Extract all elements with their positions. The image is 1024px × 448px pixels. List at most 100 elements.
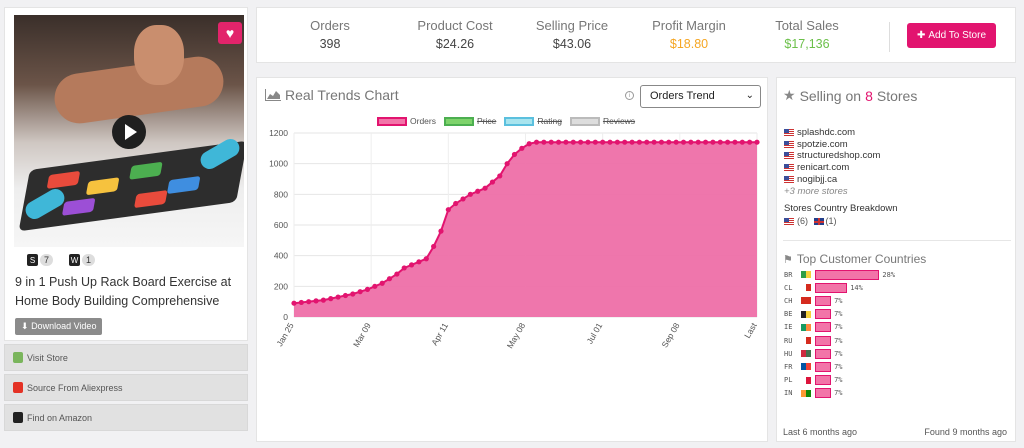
side-button-find-on-amazon[interactable]: Find on Amazon (4, 404, 248, 431)
woocommerce-badge: W 1 (69, 254, 96, 266)
play-video-icon[interactable] (112, 115, 146, 149)
orders-point (357, 289, 363, 295)
orders-point (717, 139, 723, 145)
us-flag-icon (784, 164, 794, 172)
country-row-cl: CL 14% (784, 282, 863, 293)
orders-point (555, 139, 562, 145)
orders-point (592, 139, 598, 145)
orders-trend-chart: 0 200 400 600 800 1000 1200 Jan 25 Mar 09 Apr 11 M… (269, 128, 760, 350)
plus-icon: ✚ (916, 30, 926, 41)
orders-point (511, 151, 518, 158)
stat-total-sales: Total Sales $17,136 (775, 18, 839, 51)
stores-title: ★ Selling on 8 Stores (783, 87, 918, 104)
store-link[interactable]: renicart.com (784, 162, 880, 174)
info-icon[interactable]: i (625, 91, 634, 100)
product-video-thumbnail[interactable]: ♥ (14, 15, 244, 247)
store-list: splashdc.com spotzie.com structuredshop.co… (784, 127, 880, 197)
country-bar (815, 388, 832, 399)
orders-point (541, 139, 547, 145)
amazon-icon (13, 412, 23, 423)
country-flag-icon (801, 337, 811, 345)
orders-point (680, 139, 687, 145)
product-card: ♥ S 7 W 1 9 in 1 Push Up Rack Board Exer… (4, 7, 248, 341)
country-flag-icon (801, 310, 811, 318)
area-chart-icon (265, 89, 281, 101)
orders-point (423, 256, 429, 262)
x-tick-label: Jul 01 (584, 321, 604, 346)
orders-point (460, 196, 466, 202)
orders-point (754, 139, 760, 145)
us-flag-icon (784, 175, 794, 183)
legend-item-orders[interactable]: Orders (377, 116, 436, 126)
country-row-be: BE 7% (784, 309, 843, 320)
country-row-ru: RU 7% (784, 335, 843, 346)
trend-select[interactable]: Orders Trend ⌄ (640, 85, 761, 108)
stores-divider (783, 240, 1011, 241)
orders-point (497, 173, 503, 179)
legend-item-rating[interactable]: Rating (504, 116, 562, 126)
country-bar (815, 269, 880, 280)
country-bar (815, 282, 848, 293)
y-tick-label: 0 (283, 312, 288, 322)
y-tick-label: 400 (274, 251, 288, 261)
trends-title: Real Trends Chart (265, 87, 399, 103)
country-flag-icon (801, 297, 811, 305)
orders-line (293, 141, 757, 305)
product-title: 9 in 1 Push Up Rack Board Exercise at Ho… (15, 275, 232, 308)
orders-point (394, 271, 400, 277)
store-link[interactable]: splashdc.com (784, 127, 880, 139)
orders-point (482, 185, 488, 191)
x-tick-label: May 08 (505, 321, 528, 350)
chart-legend: Orders Price Rating Reviews (377, 116, 635, 126)
country-row-pl: PL 7% (784, 375, 843, 386)
orders-point (622, 139, 628, 145)
country-row-fr: FR 7% (784, 361, 843, 372)
orders-point (306, 299, 312, 305)
side-button-source-from-aliexpress[interactable]: Source From Aliexpress (4, 374, 248, 401)
country-breakdown-title: Stores Country Breakdown (784, 203, 898, 214)
woocommerce-icon: W (69, 254, 81, 266)
orders-point (533, 139, 540, 145)
orders-point (739, 139, 745, 145)
orders-point (636, 139, 643, 145)
orders-point (504, 161, 510, 167)
store-link[interactable]: spotzie.com (784, 139, 880, 151)
orders-point (747, 139, 753, 145)
stats-divider (889, 22, 890, 52)
store-link[interactable]: nogibjj.ca (784, 174, 880, 186)
trends-panel: Real Trends Chart i Orders Trend ⌄ Order… (256, 77, 768, 442)
orders-point (526, 141, 532, 147)
add-to-store-button[interactable]: ✚ Add To Store (907, 23, 996, 48)
heart-icon[interactable]: ♥ (218, 22, 242, 44)
country-bar (815, 375, 832, 386)
orders-point (328, 296, 334, 302)
product-column: ♥ S 7 W 1 9 in 1 Push Up Rack Board Exer… (4, 7, 248, 431)
stat-selling-price: Selling Price $43.06 (535, 18, 609, 51)
orders-point (585, 139, 591, 145)
orders-point (702, 139, 709, 145)
orders-point (364, 286, 371, 292)
orders-point (431, 243, 437, 250)
side-button-visit-store[interactable]: Visit Store (4, 344, 248, 371)
more-stores-link[interactable]: +3 more stores (784, 185, 848, 197)
platform-badges: S 7 W 1 (27, 254, 96, 266)
orders-point (578, 139, 584, 145)
orders-point (453, 200, 459, 207)
country-bar (815, 348, 832, 359)
chevron-down-icon: ⌄ (745, 90, 754, 101)
stats-bar: Orders 398 Product Cost $24.26 Selling Price… (256, 7, 1016, 63)
orders-point (695, 139, 701, 145)
orders-point (548, 139, 554, 145)
country-row-ie: IE 7% (784, 322, 843, 333)
orders-area (294, 142, 757, 317)
orders-point (401, 265, 407, 271)
download-video-button[interactable]: ⬇ Download Video (15, 318, 103, 335)
country-row-ch: CH 7% (784, 295, 843, 306)
country-flag-icon (801, 271, 811, 279)
shopify-icon (13, 352, 23, 363)
store-link[interactable]: structuredshop.com (784, 150, 880, 162)
y-tick-label: 200 (274, 281, 288, 291)
legend-item-price[interactable]: Price (443, 116, 496, 126)
legend-item-reviews[interactable]: Reviews (569, 116, 635, 126)
country-flag-icon (801, 284, 811, 292)
